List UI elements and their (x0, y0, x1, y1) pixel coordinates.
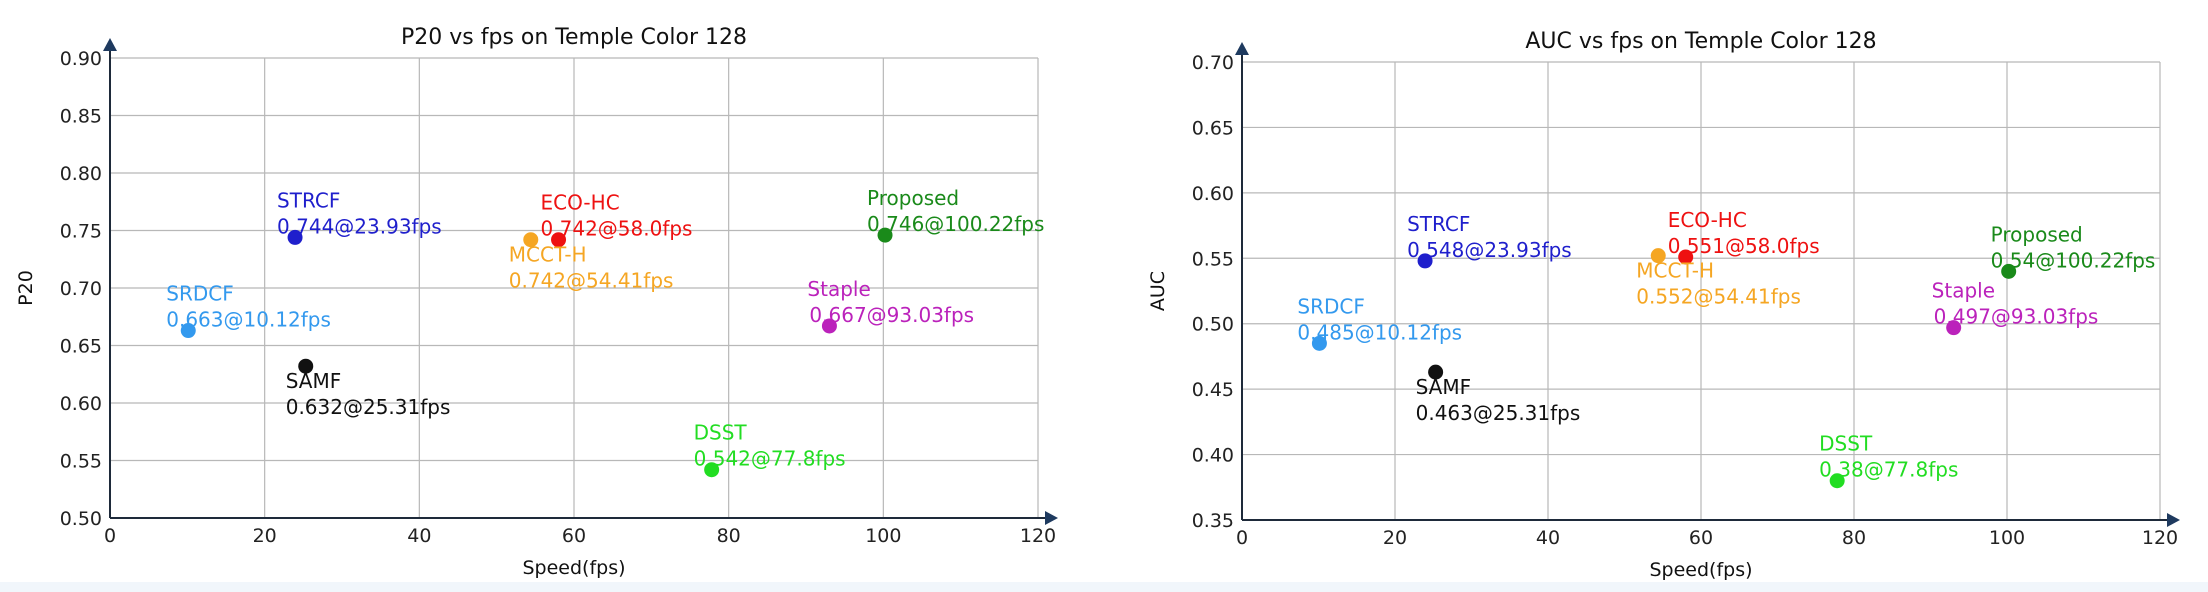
chart-1: 0 20 40 60 80 100 120 0.50 0.55 0.60 0.65 0.70 0.75 0… (15, 25, 1058, 579)
point-name-label: SAMF (286, 369, 342, 393)
x-tick-label: 40 (1536, 527, 1560, 549)
point-name-label: Proposed (867, 186, 959, 210)
chart-title: AUC vs fps on Temple Color 128 (1525, 29, 1876, 54)
point-name-label: ECO-HC (541, 191, 620, 215)
y-tick-label: 0.90 (60, 48, 102, 70)
point-name-label: Staple (807, 277, 870, 301)
x-tick-label: 20 (253, 525, 277, 547)
data-point-strcf (287, 229, 303, 245)
point-name-label: STRCF (277, 188, 340, 212)
point-value-label: 0.746@100.22fps (867, 212, 1044, 236)
y-tick-label: 0.55 (1192, 248, 1234, 270)
y-tick-label: 0.75 (60, 221, 102, 243)
point-name-label: SRDCF (166, 282, 233, 306)
y-tick-label: 0.50 (60, 508, 102, 530)
x-tick-label: 80 (1842, 527, 1866, 549)
point-value-label: 0.485@10.12fps (1297, 320, 1462, 344)
y-tick-label: 0.65 (1192, 117, 1234, 139)
y-tick-label: 0.50 (1192, 314, 1234, 336)
x-axis-label: Speed(fps) (522, 557, 625, 579)
y-tick-label: 0.45 (1192, 379, 1234, 401)
point-value-label: 0.497@93.03fps (1934, 305, 2099, 329)
point-value-label: 0.742@54.41fps (509, 269, 674, 293)
data-point-samf (298, 358, 314, 374)
x-axis-label: Speed(fps) (1649, 559, 1752, 581)
data-point-dsst (704, 462, 720, 478)
point-value-label: 0.54@100.22fps (1991, 248, 2156, 272)
point-name-label: DSST (1819, 432, 1873, 456)
data-point-staple (1946, 320, 1962, 336)
y-tick-label: 0.40 (1192, 445, 1234, 467)
y-tick-label: 0.70 (60, 278, 102, 300)
data-point-eco-hc (1678, 249, 1694, 265)
x-tick-label: 40 (407, 525, 431, 547)
data-point-proposed (2001, 263, 2017, 279)
chart-2: 0 20 40 60 80 100 120 0.35 0.40 0.45 0.50 0.55 0.60 0… (1147, 29, 2180, 581)
x-tick-label: 100 (865, 525, 901, 547)
x-tick-label: 80 (717, 525, 741, 547)
point-value-label: 0.548@23.93fps (1407, 238, 1572, 262)
y-tick-label: 0.60 (1192, 183, 1234, 205)
point-value-label: 0.463@25.31fps (1416, 401, 1581, 425)
x-tick-label: 60 (1689, 527, 1713, 549)
data-point-staple (821, 318, 837, 334)
point-name-label: ECO-HC (1668, 208, 1747, 232)
data-point-dsst (1829, 473, 1845, 489)
data-point-eco-hc (551, 232, 567, 248)
point-value-label: 0.667@93.03fps (809, 303, 974, 327)
x-axis-arrow (1045, 511, 1058, 525)
point-name-label: STRCF (1407, 212, 1470, 236)
x-tick-label: 20 (1383, 527, 1407, 549)
point-name-label: SRDCF (1297, 294, 1364, 318)
x-tick-label: 120 (1020, 525, 1056, 547)
point-name-label: MCCT-H (1636, 259, 1714, 283)
data-point-mcct-h (1650, 248, 1666, 264)
data-point-srdcf (180, 323, 196, 339)
x-tick-label: 0 (104, 525, 116, 547)
point-name-label: DSST (694, 421, 748, 445)
point-value-label: 0.38@77.8fps (1819, 458, 1958, 482)
point-name-label: MCCT-H (509, 243, 587, 267)
point-value-label: 0.632@25.31fps (286, 395, 451, 419)
x-tick-label: 60 (562, 525, 586, 547)
x-axis-arrow (2167, 513, 2180, 527)
point-name-label: SAMF (1416, 375, 1472, 399)
y-tick-label: 0.80 (60, 163, 102, 185)
y-axis-label: P20 (15, 270, 37, 306)
x-tick-label: 100 (1989, 527, 2025, 549)
y-tick-label: 0.65 (60, 336, 102, 358)
y-axis-label: AUC (1147, 271, 1169, 311)
y-tick-label: 0.35 (1192, 510, 1234, 532)
y-axis-arrow (1235, 42, 1249, 55)
point-value-label: 0.552@54.41fps (1636, 285, 1801, 309)
point-value-label: 0.551@58.0fps (1668, 234, 1820, 258)
y-tick-label: 0.60 (60, 393, 102, 415)
y-tick-label: 0.55 (60, 451, 102, 473)
y-tick-label: 0.70 (1192, 52, 1234, 74)
point-value-label: 0.742@58.0fps (541, 217, 693, 241)
point-name-label: Proposed (1991, 222, 2083, 246)
y-tick-label: 0.85 (60, 106, 102, 128)
data-point-strcf (1417, 253, 1433, 269)
data-point-srdcf (1311, 335, 1327, 351)
bottom-strip (0, 582, 2208, 592)
data-point-samf (1428, 364, 1444, 380)
point-name-label: Staple (1932, 279, 1995, 303)
point-value-label: 0.542@77.8fps (694, 447, 846, 471)
point-value-label: 0.663@10.12fps (166, 308, 331, 332)
data-point-proposed (877, 227, 893, 243)
x-tick-label: 0 (1236, 527, 1248, 549)
data-point-mcct-h (523, 232, 539, 248)
chart-title: P20 vs fps on Temple Color 128 (401, 25, 747, 50)
point-value-label: 0.744@23.93fps (277, 214, 442, 238)
x-tick-label: 120 (2142, 527, 2178, 549)
y-axis-arrow (103, 38, 117, 51)
